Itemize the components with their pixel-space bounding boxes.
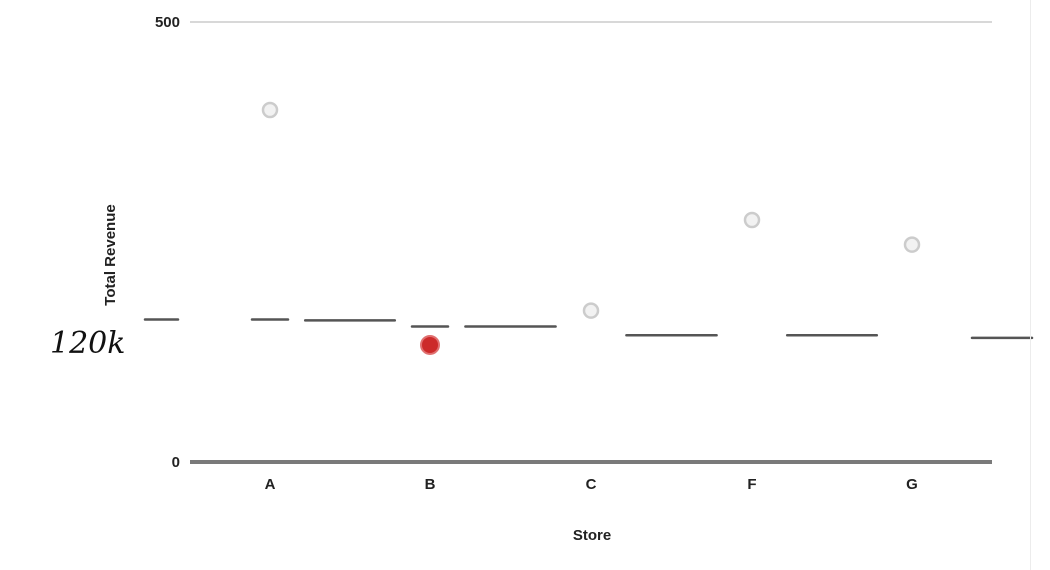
y-tick-label: 0 <box>172 454 180 471</box>
data-points <box>261 101 921 355</box>
y-tick-label: 500 <box>155 14 180 31</box>
data-point <box>903 236 921 253</box>
data-point-highlighted <box>420 334 440 355</box>
data-point <box>743 211 761 229</box>
reference-segments <box>143 318 1034 340</box>
x-tick-label: G <box>906 476 918 493</box>
x-tick-label: A <box>265 476 276 493</box>
y-axis-title: Total Revenue <box>102 204 119 305</box>
x-tick-label: B <box>425 476 436 493</box>
data-point <box>261 101 279 119</box>
x-tick-label: F <box>747 476 756 493</box>
tick-labels: 0 500 A B C F G <box>155 14 918 493</box>
handwritten-annotation: 120k <box>50 326 125 361</box>
page-edge-line <box>1030 0 1031 570</box>
x-axis-title: Store <box>573 527 611 544</box>
x-tick-label: C <box>586 476 597 493</box>
data-point <box>582 302 600 319</box>
